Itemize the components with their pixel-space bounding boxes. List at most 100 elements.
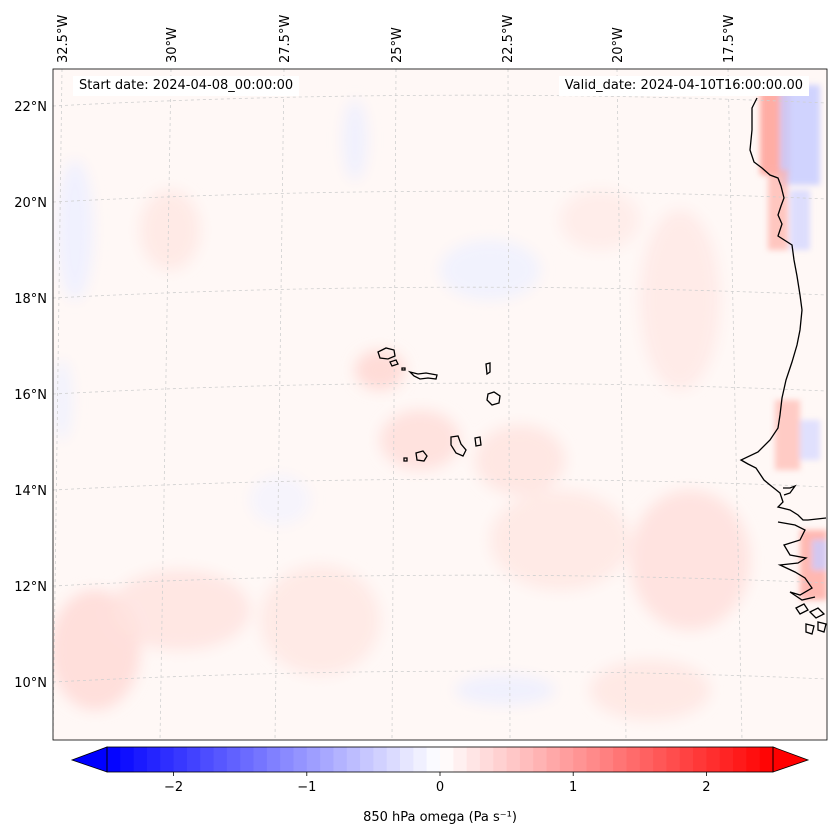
colorbar-cell (506, 747, 521, 772)
colorbar-cell (346, 747, 361, 772)
lon-label: 17.5°W (722, 15, 737, 63)
map-frame (52, 68, 828, 741)
lon-label: 25°W (390, 27, 405, 63)
graticule (53, 69, 827, 740)
colorbar-cell (626, 747, 641, 772)
cabo-verde-islands (377, 347, 501, 462)
longitude-labels: 32.5°W 30°W 27.5°W 25°W 22.5°W 20°W 17.5… (56, 15, 737, 63)
lat-label: 16°N (14, 388, 47, 403)
island-sao-nicolau (407, 370, 438, 380)
colorbar-cell (120, 747, 135, 772)
colorbar-cell (666, 747, 681, 772)
colorbar-tick-label: −1 (297, 780, 316, 795)
colorbar-cell (440, 747, 454, 772)
colorbar-label: 850 hPa omega (Pa s⁻¹) (363, 810, 517, 825)
lat-label: 20°N (14, 196, 47, 211)
colorbar-cell (559, 747, 574, 772)
start-date-annotation: Start date: 2024-04-08_00:00:00 (73, 76, 300, 96)
colorbar-extend-max (772, 746, 810, 773)
lon-label: 30°W (165, 27, 180, 63)
colorbar-cell (546, 747, 561, 772)
island-sal (485, 362, 491, 376)
colorbar-cell (599, 747, 614, 772)
colorbar-cell (213, 747, 228, 772)
island-maio (474, 436, 482, 447)
coastline-guinea-bissau (777, 517, 827, 601)
colorbar-cell (186, 747, 201, 772)
colorbar-cell (386, 747, 401, 772)
island-fogo (415, 450, 428, 462)
colorbar-tick-label: 2 (702, 780, 710, 795)
colorbar-cell (133, 747, 148, 772)
colorbar-cell (253, 747, 268, 772)
colorbar-cell (400, 747, 414, 772)
colorbar-cell (107, 747, 121, 772)
island-brava (403, 457, 408, 462)
colorbar-cell (719, 747, 734, 772)
colorbar-cell (479, 747, 494, 772)
colorbar-cell (519, 747, 534, 772)
colorbar-cell (360, 747, 374, 772)
colorbar: −2 −1 0 1 2 850 hPa omega (Pa s⁻¹) (70, 746, 810, 825)
colorbar-cell (493, 747, 508, 772)
colorbar-cell (160, 747, 175, 772)
colorbar-cell (280, 747, 295, 772)
colorbar-cell (226, 747, 241, 772)
colorbar-cell (759, 747, 774, 772)
colorbar-extend-min (70, 746, 108, 773)
lat-label: 12°N (14, 580, 47, 595)
colorbar-cells (107, 747, 774, 772)
african-coastline (739, 97, 827, 635)
colorbar-cell (333, 747, 348, 772)
lon-label: 27.5°W (278, 15, 293, 63)
colorbar-cell (373, 747, 388, 772)
island-santa-luzia (401, 367, 406, 371)
colorbar-cell (240, 747, 255, 772)
colorbar-ticks: −2 −1 0 1 2 (164, 772, 711, 795)
colorbar-cell (733, 747, 747, 772)
colorbar-cell (679, 747, 694, 772)
colorbar-cell (306, 747, 321, 772)
lon-label: 32.5°W (56, 15, 71, 63)
island-sao-vicente (389, 359, 399, 367)
colorbar-tick-label: 0 (436, 780, 444, 795)
island-santiago (450, 435, 467, 457)
colorbar-tick-label: −2 (164, 780, 183, 795)
latitude-labels: 22°N 20°N 18°N 16°N 14°N 12°N 10°N (14, 100, 47, 691)
coastline-bijagos (795, 603, 827, 635)
colorbar-cell (639, 747, 654, 772)
map-panel (53, 69, 827, 740)
colorbar-cell (573, 747, 588, 772)
omega-field (53, 100, 750, 720)
colorbar-cell (266, 747, 281, 772)
colorbar-cell (613, 747, 628, 772)
island-santo-antao (377, 347, 396, 360)
colorbar-cell (466, 747, 481, 772)
colorbar-cell (453, 747, 468, 772)
colorbar-tick-label: 1 (569, 780, 577, 795)
colorbar-cell (320, 747, 335, 772)
colorbar-cell (426, 747, 441, 772)
valid-date-annotation: Valid_date: 2024-04-10T16:00:00.00 (558, 76, 809, 96)
colorbar-cell (533, 747, 548, 772)
colorbar-cell (706, 747, 721, 772)
lat-label: 18°N (14, 292, 47, 307)
colorbar-cell (586, 747, 601, 772)
lat-label: 22°N (14, 100, 47, 115)
colorbar-cell (293, 747, 308, 772)
coastline-mauritania-senegal (739, 97, 808, 521)
lat-label: 10°N (14, 676, 47, 691)
coastal-omega-signal (760, 85, 827, 600)
coastline-gambia (783, 484, 797, 496)
lon-label: 22.5°W (501, 15, 516, 63)
colorbar-cell (693, 747, 707, 772)
colorbar-cell (653, 747, 668, 772)
colorbar-cell (413, 747, 428, 772)
colorbar-cell (173, 747, 188, 772)
colorbar-cell (200, 747, 215, 772)
lat-label: 14°N (14, 484, 47, 499)
colorbar-cell (746, 747, 761, 772)
island-boa-vista (486, 391, 501, 406)
lon-label: 20°W (611, 27, 626, 63)
